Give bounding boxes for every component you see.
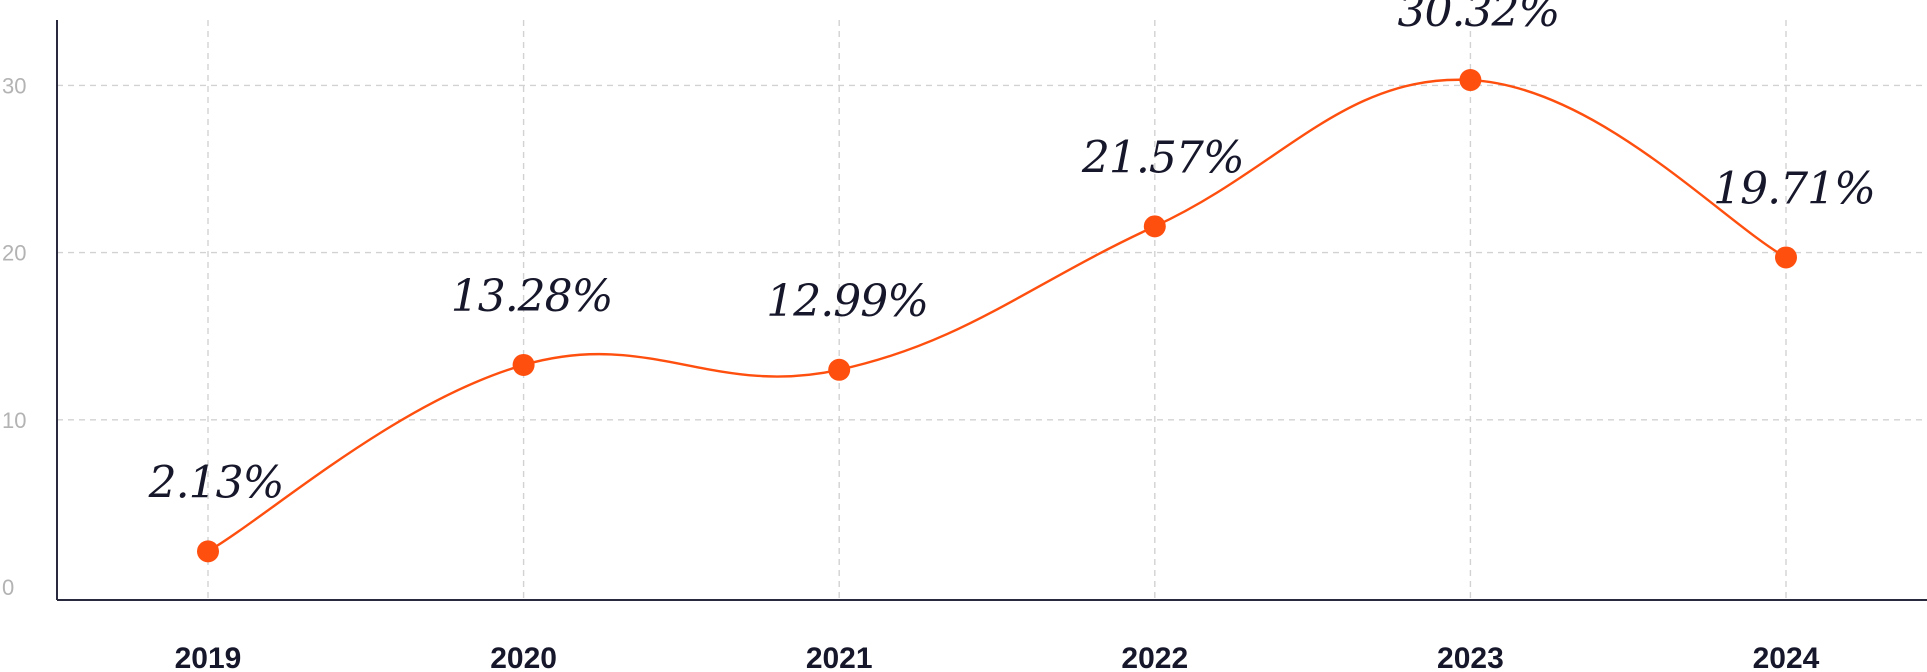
data-label: 13.28% (451, 271, 613, 322)
y-tick-label: 30 (2, 73, 26, 98)
data-point-marker (197, 540, 219, 563)
data-label: 12.99% (766, 276, 928, 327)
data-label: 21.57% (1081, 132, 1244, 183)
axis-layer: 0 10 20 30 2019 2020 2021 2022 2023 2024 (2, 20, 1927, 672)
y-tick-label: 10 (2, 408, 26, 433)
x-tick-label: 2020 (490, 642, 557, 672)
grid-layer (57, 20, 1927, 600)
label-layer: 2.13% 13.28% 12.99% 21.57% 30.32% 19.71% (148, 0, 1876, 508)
x-tick-label: 2022 (1121, 642, 1188, 672)
data-label: 2.13% (148, 457, 284, 508)
data-point-marker (1459, 69, 1482, 92)
data-label: 30.32% (1398, 0, 1560, 37)
data-point-marker (512, 353, 535, 376)
data-point-marker (1775, 246, 1797, 269)
y-tick-label: 0 (2, 575, 14, 600)
data-point-marker (828, 358, 851, 381)
y-tick-label: 20 (2, 241, 26, 266)
x-tick-label: 2019 (175, 642, 242, 672)
x-tick-label: 2023 (1437, 642, 1504, 672)
data-point-marker (1143, 215, 1166, 238)
x-tick-label: 2021 (806, 642, 873, 672)
series-line (207, 78, 1787, 553)
data-label: 19.71% (1713, 163, 1875, 214)
series-layer (197, 69, 1797, 563)
x-tick-label: 2024 (1753, 642, 1820, 672)
